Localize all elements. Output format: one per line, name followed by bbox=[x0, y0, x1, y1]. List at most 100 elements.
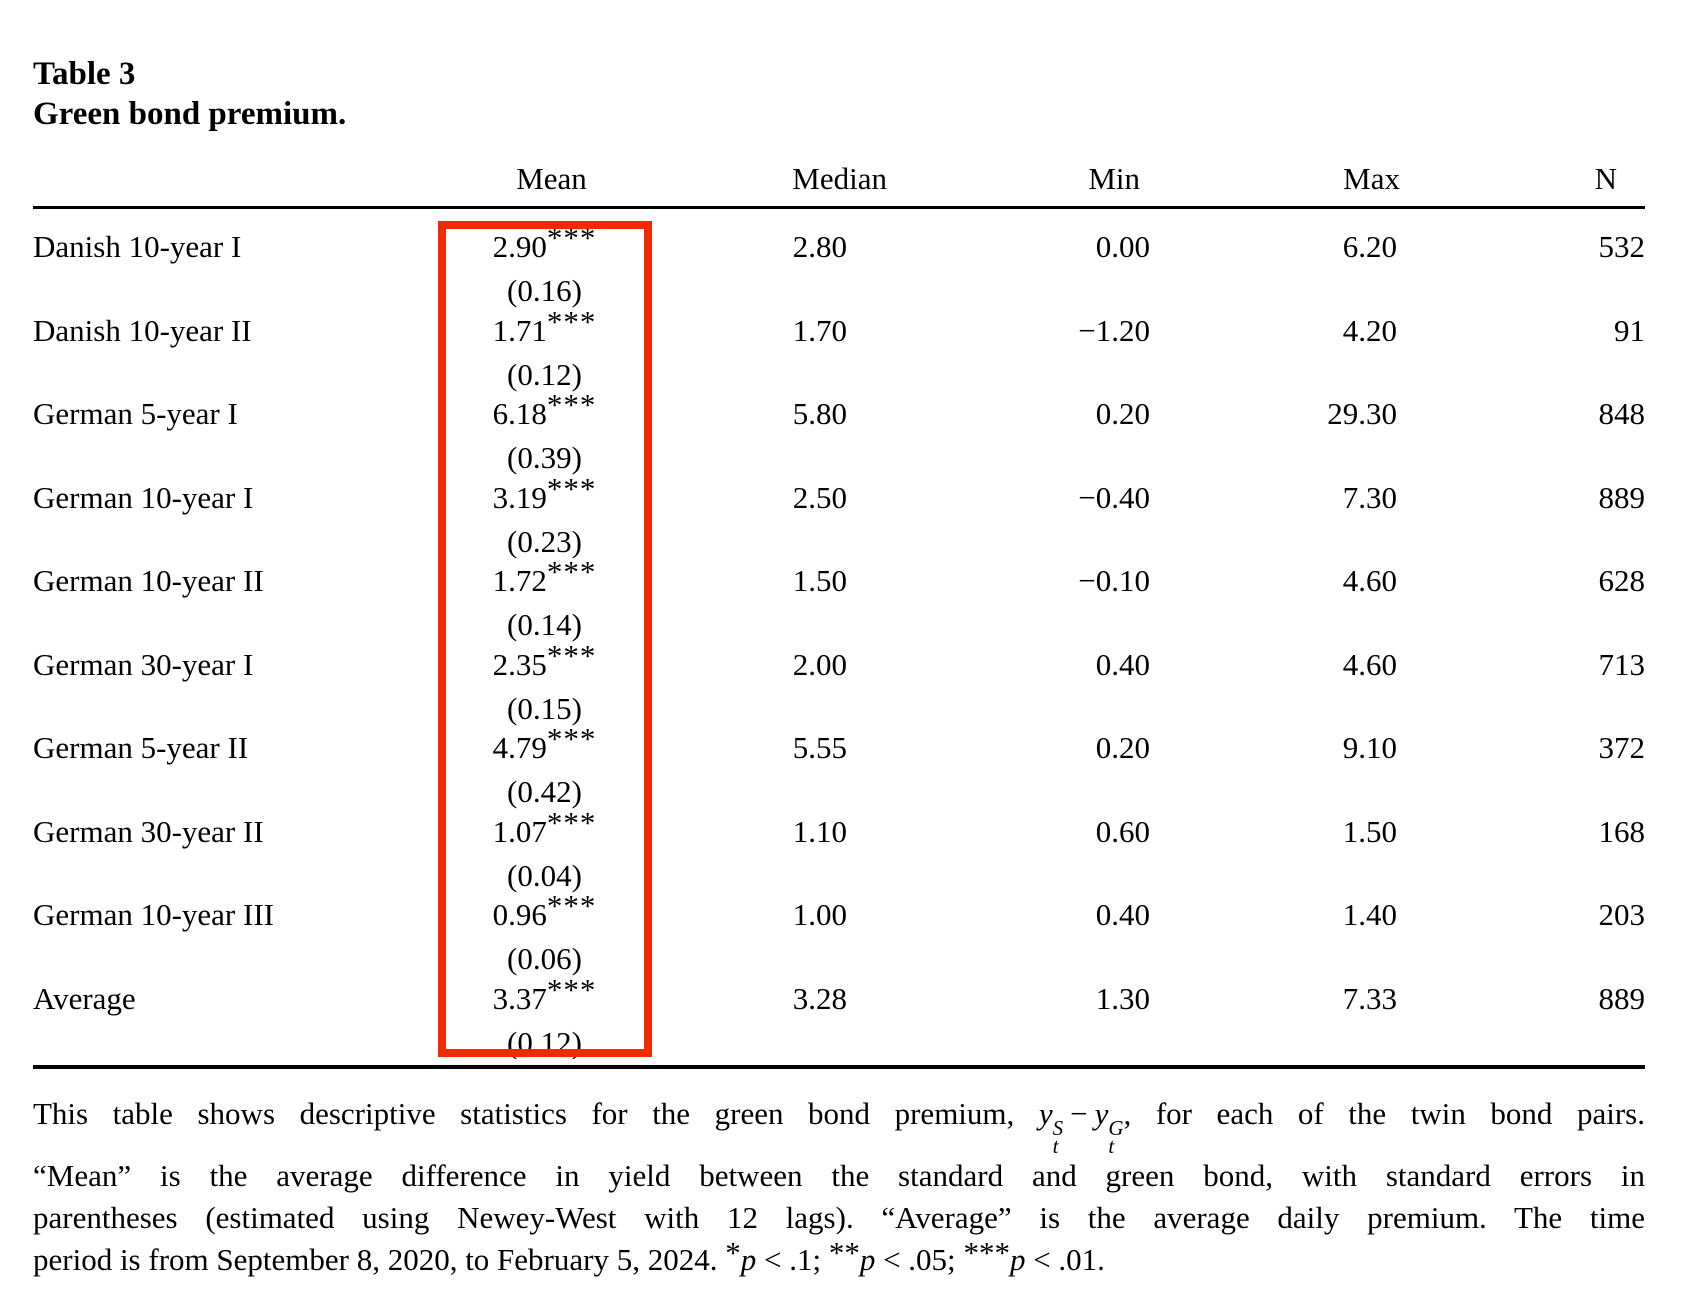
max-value: 29.30 bbox=[1327, 396, 1397, 431]
min-value: −0.10 bbox=[1078, 563, 1150, 598]
n-value: 889 bbox=[1598, 980, 1646, 1016]
empty-cell bbox=[652, 942, 847, 982]
empty-cell bbox=[33, 608, 437, 648]
empty-cell bbox=[847, 859, 1150, 899]
max-value: 1.40 bbox=[1342, 897, 1397, 932]
p-value-note: *p < .1; **p < .05; ***p < .01. bbox=[725, 1235, 1105, 1277]
row-label: Average bbox=[33, 980, 136, 1016]
empty-cell bbox=[1397, 358, 1645, 398]
spacer-cell bbox=[33, 208, 1645, 231]
n-value: 372 bbox=[1598, 730, 1646, 765]
table-body: Danish 10-year I 2.90*** 2.80 0.00 6.20 … bbox=[33, 208, 1645, 1068]
standard-error-cell: (0.12) bbox=[437, 358, 652, 398]
empty-cell bbox=[1150, 859, 1397, 899]
formula-sup-s: S bbox=[1052, 1116, 1064, 1140]
empty-cell bbox=[1397, 274, 1645, 314]
empty-cell bbox=[1150, 1026, 1397, 1068]
table-row: Average 3.37*** 3.28 1.30 7.33 889 bbox=[33, 973, 1646, 1026]
standard-error-cell: (0.12) bbox=[437, 1026, 652, 1068]
row-label-cell: German 10-year II bbox=[33, 564, 437, 608]
table-row-se: (0.06) bbox=[33, 942, 1645, 982]
table-row: German 30-year II 1.07*** 1.10 0.60 1.50… bbox=[33, 806, 1645, 859]
significance-stars: *** bbox=[546, 721, 597, 756]
mean-value: 0.96 bbox=[492, 897, 547, 932]
mean-cell: 1.07*** bbox=[437, 806, 652, 859]
row-label: German 10-year III bbox=[33, 897, 274, 932]
n-value: 848 bbox=[1598, 396, 1646, 431]
empty-cell bbox=[652, 441, 847, 481]
empty-cell bbox=[1150, 274, 1397, 314]
row-label-cell: German 5-year I bbox=[33, 397, 437, 441]
caption-line-3: parentheses (estimated using Newey-West … bbox=[33, 1200, 1645, 1235]
empty-cell bbox=[652, 692, 847, 732]
sig-stars-2: ** bbox=[828, 1235, 860, 1270]
column-header-min: Min bbox=[847, 161, 1150, 209]
row-label: Danish 10-year II bbox=[33, 312, 252, 348]
sig-stars-3: *** bbox=[963, 1235, 1010, 1270]
header-empty-cell bbox=[33, 162, 437, 209]
table-row-se: (0.12) bbox=[33, 358, 1645, 398]
median-value: 1.10 bbox=[792, 813, 847, 849]
min-value: 0.20 bbox=[1095, 396, 1150, 431]
max-value: 7.33 bbox=[1342, 980, 1397, 1016]
empty-cell bbox=[847, 608, 1150, 648]
table-row-se: (0.14) bbox=[33, 608, 1645, 648]
max-value: 4.60 bbox=[1342, 563, 1397, 598]
formula-minus: − bbox=[1070, 1096, 1088, 1131]
mean-value: 1.07 bbox=[492, 813, 547, 849]
empty-cell bbox=[1150, 525, 1397, 565]
standard-error: (0.12) bbox=[507, 1024, 582, 1060]
formula-sup-g: G bbox=[1108, 1116, 1124, 1140]
min-value: 1.30 bbox=[1095, 980, 1150, 1016]
formula-sub-t1: t bbox=[1052, 1134, 1059, 1158]
table-title: Green bond premium. bbox=[33, 96, 347, 132]
row-label: German 10-year II bbox=[33, 563, 264, 598]
median-value: 1.00 bbox=[792, 897, 847, 932]
empty-cell bbox=[847, 525, 1150, 565]
table-title-block: Table 3 Green bond premium. bbox=[33, 54, 346, 134]
significance-stars: *** bbox=[546, 220, 597, 255]
table-row: Danish 10-year I 2.90*** 2.80 0.00 6.20 … bbox=[33, 221, 1645, 274]
mean-value: 1.72 bbox=[492, 563, 547, 598]
row-label: German 5-year I bbox=[33, 396, 238, 431]
standard-error-cell: (0.06) bbox=[437, 942, 652, 982]
max-value: 4.60 bbox=[1342, 646, 1397, 682]
empty-cell bbox=[847, 692, 1150, 732]
empty-cell bbox=[847, 942, 1150, 982]
column-header-max-label: Max bbox=[1343, 161, 1400, 196]
standard-error-cell: (0.14) bbox=[437, 608, 652, 648]
sig-p-2: p bbox=[859, 1242, 876, 1277]
significance-stars: *** bbox=[546, 804, 597, 840]
n-value: 91 bbox=[1614, 312, 1645, 348]
empty-cell bbox=[847, 274, 1150, 314]
n-value: 203 bbox=[1598, 897, 1646, 932]
table-row: German 5-year II 4.79*** 5.55 0.20 9.10 … bbox=[33, 722, 1646, 775]
median-value: 2.50 bbox=[792, 479, 847, 515]
column-header-min-label: Min bbox=[1088, 161, 1140, 196]
max-value: 4.20 bbox=[1342, 312, 1397, 348]
mean-cell: 3.37*** bbox=[437, 973, 652, 1026]
empty-cell bbox=[1397, 859, 1645, 899]
empty-cell bbox=[652, 358, 847, 398]
table-row-se: (0.39) bbox=[33, 441, 1645, 481]
row-label: German 30-year I bbox=[33, 646, 254, 682]
mean-value: 3.37 bbox=[492, 980, 547, 1016]
median-value: 5.55 bbox=[792, 730, 847, 765]
table-row: Danish 10-year II 1.71*** 1.70 −1.20 4.2… bbox=[33, 305, 1645, 358]
standard-error-cell: (0.39) bbox=[437, 441, 652, 481]
n-value: 713 bbox=[1598, 646, 1646, 682]
standard-error: (0.23) bbox=[507, 523, 582, 559]
formula-sub-t2: t bbox=[1108, 1134, 1115, 1158]
standard-error-cell: (0.42) bbox=[437, 775, 652, 815]
standard-error-cell: (0.23) bbox=[437, 525, 652, 565]
empty-cell bbox=[1150, 441, 1397, 481]
table-row-se: (0.23) bbox=[33, 525, 1645, 565]
row-label-cell: German 5-year II bbox=[33, 731, 437, 775]
table-row-se: (0.04) bbox=[33, 859, 1645, 899]
median-value: 1.50 bbox=[792, 563, 847, 598]
empty-cell bbox=[652, 525, 847, 565]
stats-table: Mean Median Min Max N Danish 10-year I 2… bbox=[33, 162, 1645, 1069]
table-number: Table 3 bbox=[33, 56, 136, 92]
